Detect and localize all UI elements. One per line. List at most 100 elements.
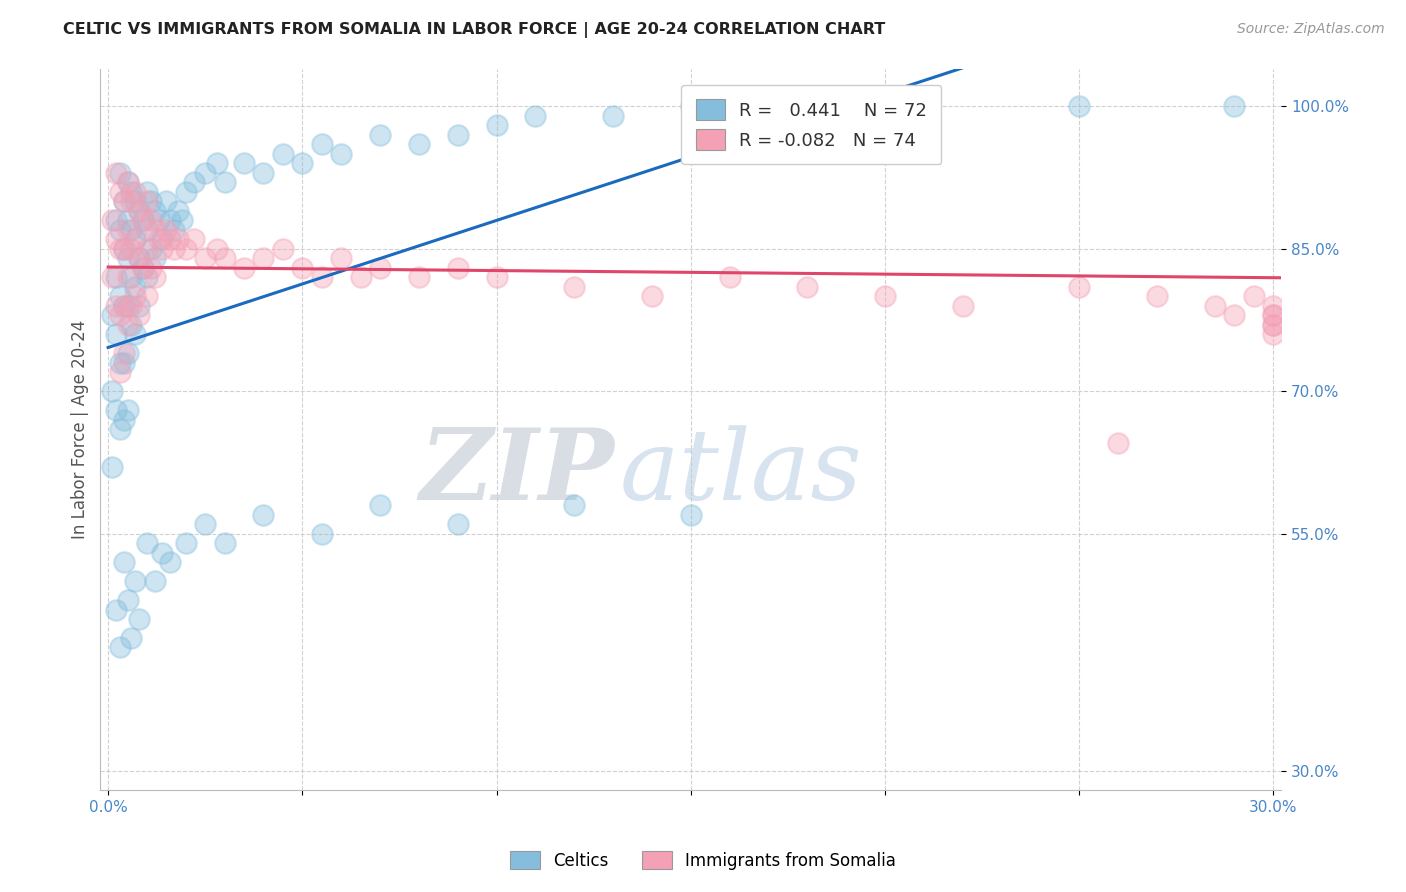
Point bbox=[447, 128, 470, 142]
Point bbox=[101, 384, 124, 399]
Point bbox=[128, 299, 150, 313]
Point bbox=[120, 318, 142, 332]
Point bbox=[174, 242, 197, 256]
Point bbox=[602, 109, 624, 123]
Point bbox=[252, 508, 274, 522]
Point bbox=[205, 242, 228, 256]
Point bbox=[143, 203, 166, 218]
Point bbox=[117, 213, 139, 227]
Point bbox=[159, 213, 181, 227]
Point bbox=[163, 242, 186, 256]
Point bbox=[104, 232, 127, 246]
Point bbox=[124, 185, 146, 199]
Point bbox=[311, 137, 333, 152]
Point bbox=[159, 232, 181, 246]
Point bbox=[214, 252, 236, 266]
Point bbox=[1243, 289, 1265, 303]
Point bbox=[120, 270, 142, 285]
Point bbox=[368, 498, 391, 512]
Point bbox=[233, 260, 256, 275]
Point bbox=[112, 242, 135, 256]
Point bbox=[104, 602, 127, 616]
Point bbox=[1263, 318, 1285, 332]
Point bbox=[124, 574, 146, 588]
Point bbox=[101, 213, 124, 227]
Point bbox=[108, 422, 131, 436]
Point bbox=[139, 260, 162, 275]
Point bbox=[139, 213, 162, 227]
Point bbox=[136, 289, 159, 303]
Point bbox=[128, 612, 150, 626]
Point bbox=[873, 99, 896, 113]
Point bbox=[120, 631, 142, 645]
Point bbox=[104, 299, 127, 313]
Point bbox=[485, 270, 508, 285]
Point bbox=[174, 185, 197, 199]
Point bbox=[120, 185, 142, 199]
Point bbox=[117, 270, 139, 285]
Point bbox=[108, 223, 131, 237]
Point bbox=[205, 156, 228, 170]
Point bbox=[108, 356, 131, 370]
Point bbox=[252, 252, 274, 266]
Point bbox=[952, 299, 974, 313]
Point bbox=[101, 460, 124, 475]
Point bbox=[143, 252, 166, 266]
Point bbox=[1069, 280, 1091, 294]
Point bbox=[155, 223, 177, 237]
Point bbox=[163, 223, 186, 237]
Point bbox=[139, 194, 162, 209]
Point bbox=[112, 555, 135, 569]
Point bbox=[132, 213, 155, 227]
Point bbox=[718, 270, 741, 285]
Point bbox=[104, 327, 127, 342]
Point bbox=[1107, 436, 1129, 450]
Point bbox=[128, 252, 150, 266]
Point bbox=[562, 498, 585, 512]
Point bbox=[112, 346, 135, 360]
Point bbox=[136, 223, 159, 237]
Point bbox=[120, 242, 142, 256]
Point bbox=[330, 147, 353, 161]
Point bbox=[1263, 308, 1285, 322]
Point bbox=[128, 203, 150, 218]
Point bbox=[1223, 99, 1246, 113]
Point bbox=[679, 508, 702, 522]
Point bbox=[136, 536, 159, 550]
Point bbox=[124, 232, 146, 246]
Point bbox=[112, 194, 135, 209]
Point bbox=[167, 232, 190, 246]
Point bbox=[112, 194, 135, 209]
Point bbox=[311, 526, 333, 541]
Point bbox=[170, 213, 193, 227]
Point bbox=[174, 536, 197, 550]
Point bbox=[1069, 99, 1091, 113]
Point bbox=[349, 270, 371, 285]
Point bbox=[155, 194, 177, 209]
Point bbox=[136, 185, 159, 199]
Point bbox=[368, 260, 391, 275]
Point bbox=[1263, 318, 1285, 332]
Point bbox=[562, 280, 585, 294]
Point bbox=[1263, 308, 1285, 322]
Point bbox=[167, 203, 190, 218]
Point bbox=[124, 232, 146, 246]
Point bbox=[271, 147, 294, 161]
Point bbox=[152, 545, 174, 559]
Point bbox=[112, 356, 135, 370]
Point bbox=[136, 194, 159, 209]
Point bbox=[120, 194, 142, 209]
Point bbox=[112, 242, 135, 256]
Point bbox=[796, 280, 818, 294]
Point bbox=[1223, 308, 1246, 322]
Point bbox=[330, 252, 353, 266]
Point bbox=[159, 555, 181, 569]
Point bbox=[758, 99, 780, 113]
Point bbox=[194, 166, 217, 180]
Point bbox=[194, 517, 217, 532]
Point bbox=[148, 232, 170, 246]
Text: ZIP: ZIP bbox=[419, 425, 614, 521]
Point bbox=[1204, 299, 1226, 313]
Point bbox=[101, 308, 124, 322]
Point bbox=[214, 175, 236, 189]
